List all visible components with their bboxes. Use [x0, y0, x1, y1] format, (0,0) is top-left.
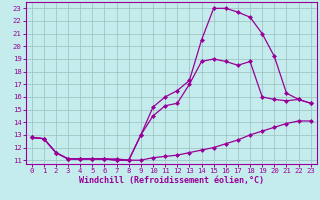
X-axis label: Windchill (Refroidissement éolien,°C): Windchill (Refroidissement éolien,°C) [79, 176, 264, 185]
